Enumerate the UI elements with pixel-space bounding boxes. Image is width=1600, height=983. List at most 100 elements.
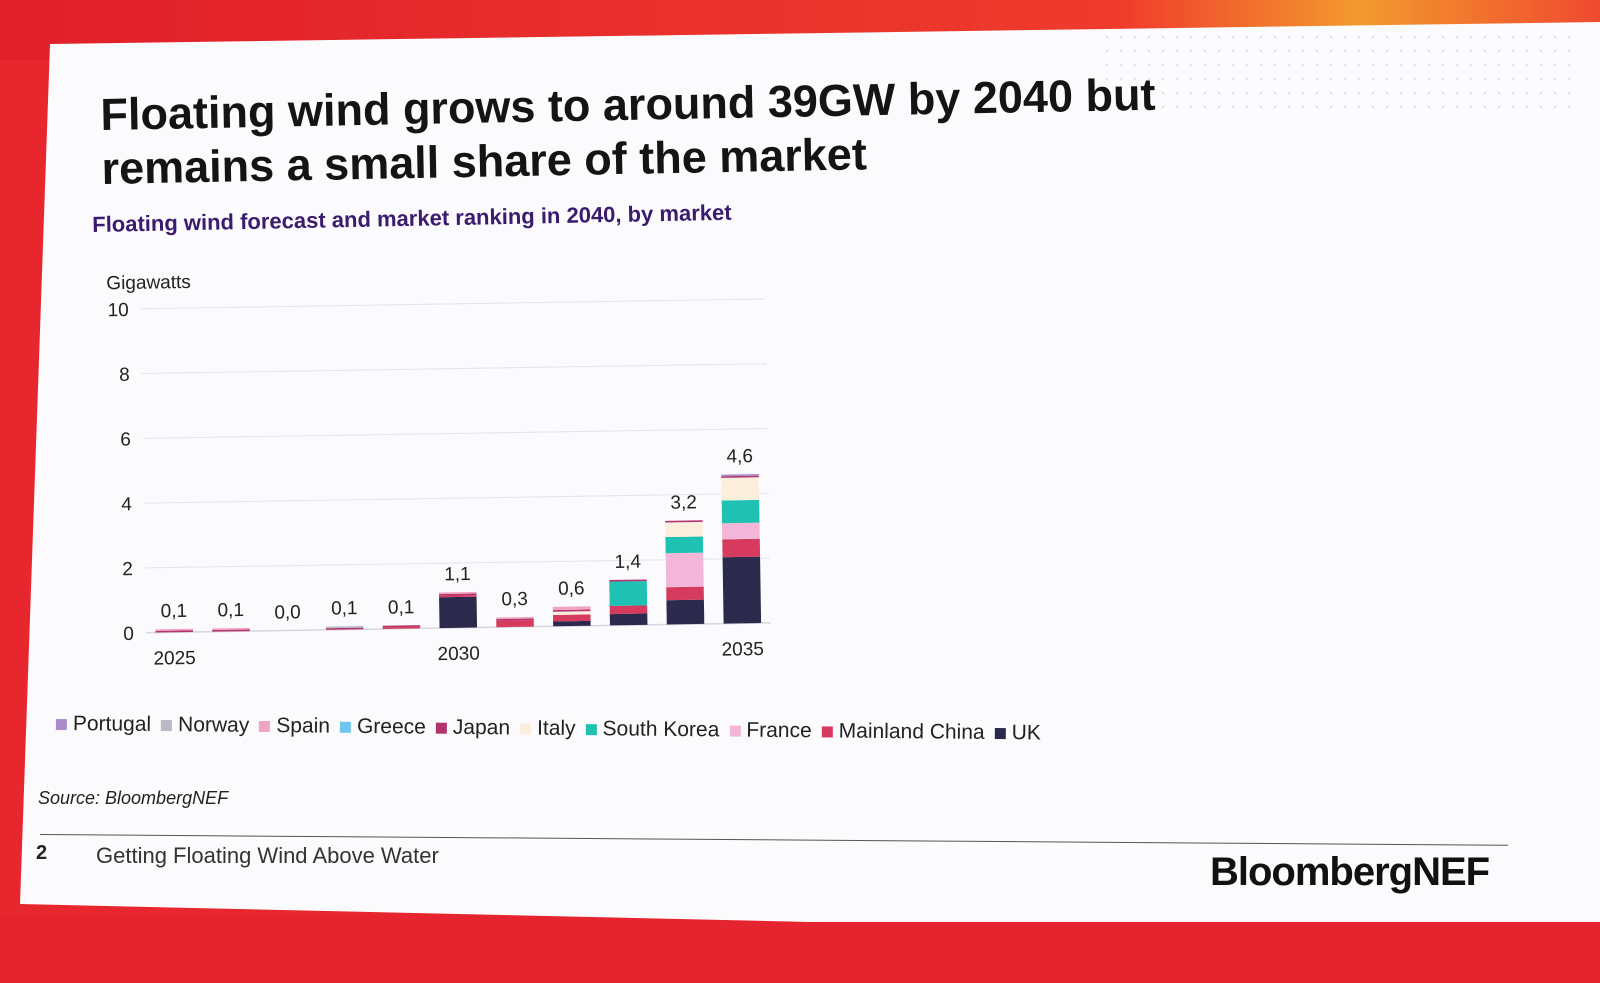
legend-swatch — [435, 722, 447, 734]
slide-panel — [20, 22, 1600, 922]
x-tick-label-2035: 2035 — [721, 639, 764, 661]
bar-segment-japan-2026 — [212, 629, 250, 632]
legend-label: Norway — [177, 713, 250, 737]
legend-swatch — [339, 721, 352, 733]
bar-segment-italy-2035 — [721, 477, 760, 501]
total-label-2026: 0,1 — [217, 600, 244, 621]
legend-label: Japan — [452, 715, 511, 740]
gridline-2 — [144, 557, 770, 569]
bar-segment-spain-2025 — [155, 628, 193, 631]
total-label-2029: 0,1 — [388, 597, 415, 618]
bar-segment-japan-2035 — [721, 475, 759, 478]
bar-segment-uk-2033 — [609, 613, 648, 626]
legend-item-italy: Italy — [520, 716, 576, 741]
legend-swatch — [585, 723, 597, 735]
legend-label: Greece — [356, 714, 426, 739]
bar-segment-uk-2030 — [439, 596, 478, 629]
gridline-10 — [140, 298, 766, 310]
footer-title: Getting Floating Wind Above Water — [96, 843, 439, 868]
total-label-2028: 0,1 — [331, 598, 358, 619]
total-label-2033: 1,4 — [614, 552, 641, 573]
bar-segment-japan-2033 — [609, 579, 647, 582]
bar-segment-mainland-china-2034 — [666, 586, 704, 601]
bar-segment-france-2035 — [722, 522, 760, 540]
labels-layer: 0 2 4 6 8 10 0,1 2025 0,1 0,0 0,1 0,1 1,1 2030 0,3 0,6 1… — [107, 300, 764, 670]
brand-logo: BloombergNEF — [1210, 850, 1490, 894]
stacked-bar-chart: 0 2 4 6 8 10 0,1 2025 0,1 0,0 0,1 0,1 1,1 2030 0,3 0,6 1… — [106, 272, 771, 670]
x-tick-label-2025: 2025 — [153, 648, 196, 670]
bar-segment-mainland-china-2029 — [382, 626, 421, 629]
background-bottom — [0, 915, 1600, 983]
bar-segment-japan-2031 — [496, 618, 534, 621]
bar-segment-south-korea-2034 — [665, 536, 704, 554]
gridline-6 — [142, 428, 768, 439]
page-number: 2 — [36, 842, 48, 864]
bar-segment-uk-2035 — [722, 556, 762, 624]
x-tick-label-2030: 2030 — [437, 643, 480, 665]
bar-segment-spain-2031 — [496, 616, 534, 620]
bar-segment-uk-2034 — [666, 599, 705, 625]
chart-area: 0 2 4 6 8 10 0,1 2025 0,1 0,0 0,1 0,1 1,1 2030 0,3 0,6 1… — [60, 251, 787, 687]
legend-swatch — [259, 720, 271, 732]
bar-segment-japan-2029 — [382, 625, 421, 628]
bar-segment-spain-2030 — [438, 591, 477, 595]
gridline-8 — [141, 363, 767, 375]
bar-segment-mainland-china-2035 — [722, 538, 761, 558]
y-tick-label-8: 8 — [119, 365, 130, 386]
legend-item-greece: Greece — [339, 714, 426, 740]
legend-item-norway: Norway — [161, 713, 249, 738]
bar-segment-portugal-2035 — [721, 474, 759, 477]
y-tick-label-6: 6 — [120, 430, 131, 451]
total-label-2032: 0,6 — [558, 578, 585, 599]
bars-layer — [155, 474, 762, 633]
bar-segment-norway-2028 — [325, 626, 364, 629]
x-axis-line — [145, 622, 771, 634]
legend-item-uk: UK — [994, 721, 1041, 745]
legend-label: Portugal — [72, 712, 152, 736]
legend-swatch — [821, 725, 833, 737]
total-label-2035: 4,6 — [726, 446, 753, 467]
legend-swatch — [55, 718, 67, 730]
legend-swatch — [161, 719, 173, 731]
legend-item-south-korea: South Korea — [585, 717, 719, 742]
bar-segment-uk-2032 — [553, 620, 591, 627]
legend-label: Spain — [276, 714, 331, 738]
bar-segment-mainland-china-2031 — [496, 620, 534, 628]
y-tick-label-2: 2 — [122, 559, 133, 580]
bar-segment-mainland-china-2032 — [552, 614, 591, 622]
legend-swatch — [520, 722, 532, 735]
gridline-4 — [143, 492, 769, 504]
y-tick-label-0: 0 — [123, 624, 134, 645]
legend-swatch — [994, 727, 1006, 739]
bar-segment-italy-2034 — [665, 521, 703, 538]
legend-label: France — [746, 718, 812, 743]
legend-swatch — [729, 724, 741, 737]
legend-item-portugal: Portugal — [55, 712, 152, 737]
legend-item-japan: Japan — [435, 715, 511, 741]
y-axis-label: Gigawatts — [106, 272, 191, 294]
legend-label: Mainland China — [838, 719, 985, 744]
bar-segment-japan-2032 — [552, 609, 591, 612]
legend-item-france: France — [729, 718, 812, 743]
y-tick-label-4: 4 — [121, 494, 132, 515]
slide-title: Floating wind grows to around 39GW by 20… — [100, 68, 1156, 194]
legend-item-spain: Spain — [259, 714, 330, 739]
bar-segment-spain-2032 — [552, 606, 591, 611]
bar-segment-japan-2030 — [439, 593, 477, 596]
legend-label: UK — [1011, 721, 1041, 745]
source-note: Source: BloombergNEF — [38, 788, 229, 808]
bar-segment-south-korea-2033 — [609, 581, 648, 606]
legend-label: South Korea — [602, 717, 720, 742]
bar-segment-spain-2026 — [212, 627, 250, 631]
bar-segment-japan-2028 — [325, 627, 364, 630]
bar-segment-japan-2034 — [665, 520, 703, 523]
decorative-dot-pattern — [1100, 30, 1580, 120]
bar-segment-france-2034 — [665, 552, 704, 588]
grid-layer — [140, 298, 771, 634]
legend-item-mainland-china: Mainland China — [821, 719, 985, 745]
bar-segment-mainland-china-2033 — [609, 605, 648, 615]
total-label-2031: 0,3 — [501, 589, 528, 610]
bar-segment-south-korea-2035 — [721, 499, 760, 524]
bar-segment-mainland-china-2030 — [439, 595, 477, 598]
total-label-2034: 3,2 — [670, 492, 697, 513]
